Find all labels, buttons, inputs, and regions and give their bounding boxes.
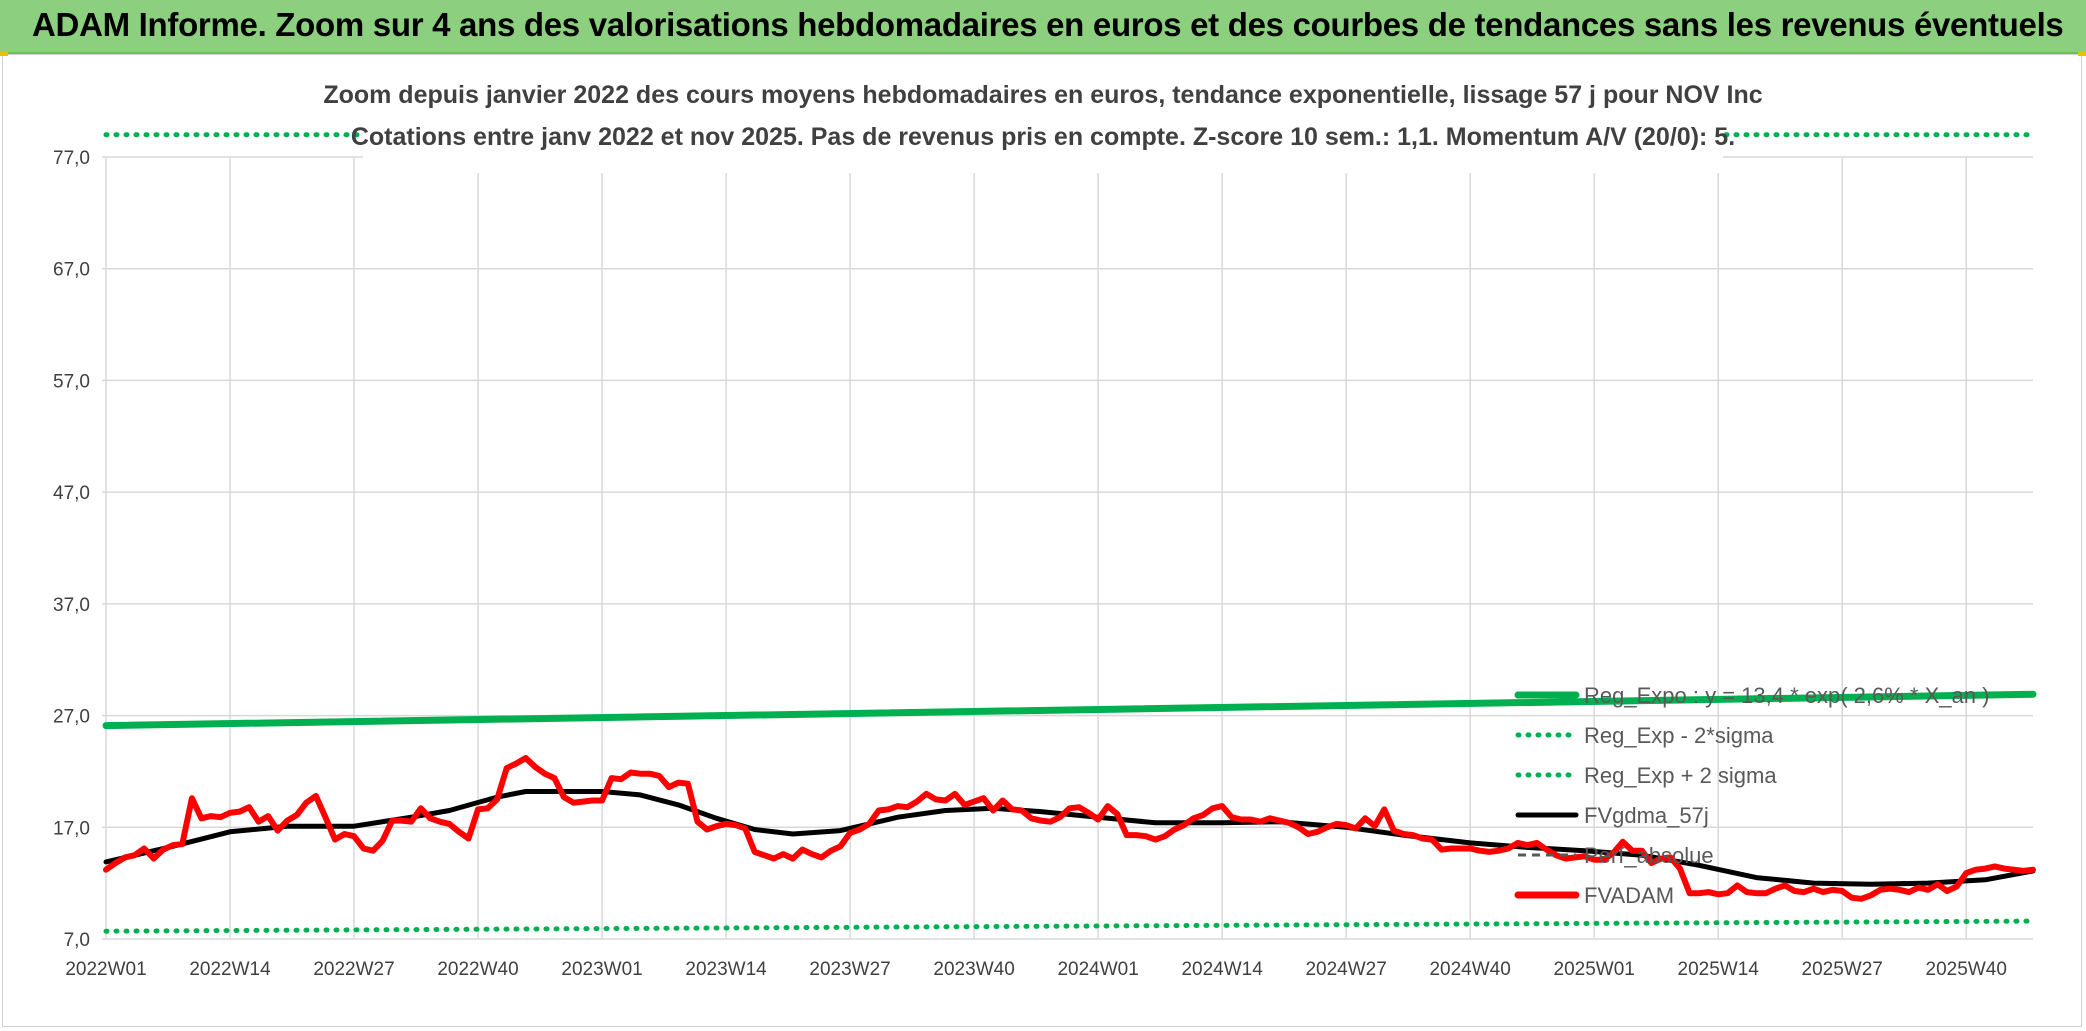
y-tick-label: 37,0 — [53, 595, 90, 616]
legend-label: Reg_Expo : y = 13,4 * exp( 2,6% * X_an ) — [1584, 683, 1989, 708]
x-tick-label: 2023W01 — [561, 959, 642, 980]
legend-label: FVADAM — [1584, 883, 1674, 908]
x-tick-label: 2024W01 — [1057, 959, 1138, 980]
x-tick-label: 2025W14 — [1678, 959, 1760, 980]
x-tick-label: 2025W27 — [1802, 959, 1883, 980]
x-tick-label: 2022W40 — [437, 959, 518, 980]
chart-frame: 7,0 17,0 27,0 37,0 47,0 57,0 67,0 77,0 2022W01 20… — [2, 54, 2082, 1027]
series-lines — [102, 132, 2037, 934]
y-tick-label: 67,0 — [53, 260, 90, 281]
legend: Reg_Expo : y = 13,4 * exp( 2,6% * X_an )… — [1514, 683, 1989, 908]
x-tick-label: 2022W14 — [189, 959, 271, 980]
line-chart: 7,0 17,0 27,0 37,0 47,0 57,0 67,0 77,0 2022W01 20… — [53, 59, 2037, 980]
legend-label: Perf_absolue — [1584, 843, 1714, 868]
legend-label: Reg_Exp + 2 sigma — [1584, 763, 1777, 788]
legend-label: FVgdma_57j — [1584, 803, 1709, 828]
axis-labels: 7,0 17,0 27,0 37,0 47,0 57,0 67,0 77,0 2022W01 20… — [53, 148, 2007, 980]
x-tick-label: 2023W14 — [685, 959, 767, 980]
legend-label: Reg_Exp - 2*sigma — [1584, 723, 1774, 748]
title-backdrop — [363, 59, 1723, 173]
x-tick-label: 2023W27 — [809, 959, 890, 980]
header-bar: ADAM Informe. Zoom sur 4 ans des valoris… — [0, 0, 2086, 54]
chart-subtitle: Cotations entre janv 2022 et nov 2025. P… — [351, 123, 1735, 151]
x-tick-label: 2025W40 — [1926, 959, 2007, 980]
series-line-5 — [103, 755, 2036, 902]
x-tick-label: 2023W40 — [933, 959, 1014, 980]
x-tick-label: 2022W01 — [65, 959, 146, 980]
corner-mark — [2078, 52, 2086, 56]
x-tick-label: 2024W40 — [1429, 959, 1510, 980]
series-line-3 — [103, 789, 2036, 887]
x-tick-label: 2022W27 — [313, 959, 394, 980]
y-tick-label: 47,0 — [53, 483, 90, 504]
y-tick-label: 77,0 — [53, 148, 90, 169]
series-line-1 — [103, 918, 2036, 934]
y-tick-label: 27,0 — [53, 707, 90, 728]
grid — [102, 156, 2033, 940]
page-title: ADAM Informe. Zoom sur 4 ans des valoris… — [32, 6, 2064, 43]
series-line-0 — [102, 690, 2037, 730]
chart-title: Zoom depuis janvier 2022 des cours moyen… — [323, 81, 1762, 109]
chart-title-group: Zoom depuis janvier 2022 des cours moyen… — [323, 59, 1763, 173]
x-tick-label: 2025W01 — [1554, 959, 1635, 980]
y-tick-label: 57,0 — [53, 371, 90, 392]
x-tick-label: 2024W14 — [1181, 959, 1263, 980]
x-tick-label: 2024W27 — [1305, 959, 1386, 980]
y-tick-label: 7,0 — [64, 930, 90, 951]
corner-mark — [0, 52, 8, 56]
y-tick-label: 17,0 — [53, 818, 90, 839]
